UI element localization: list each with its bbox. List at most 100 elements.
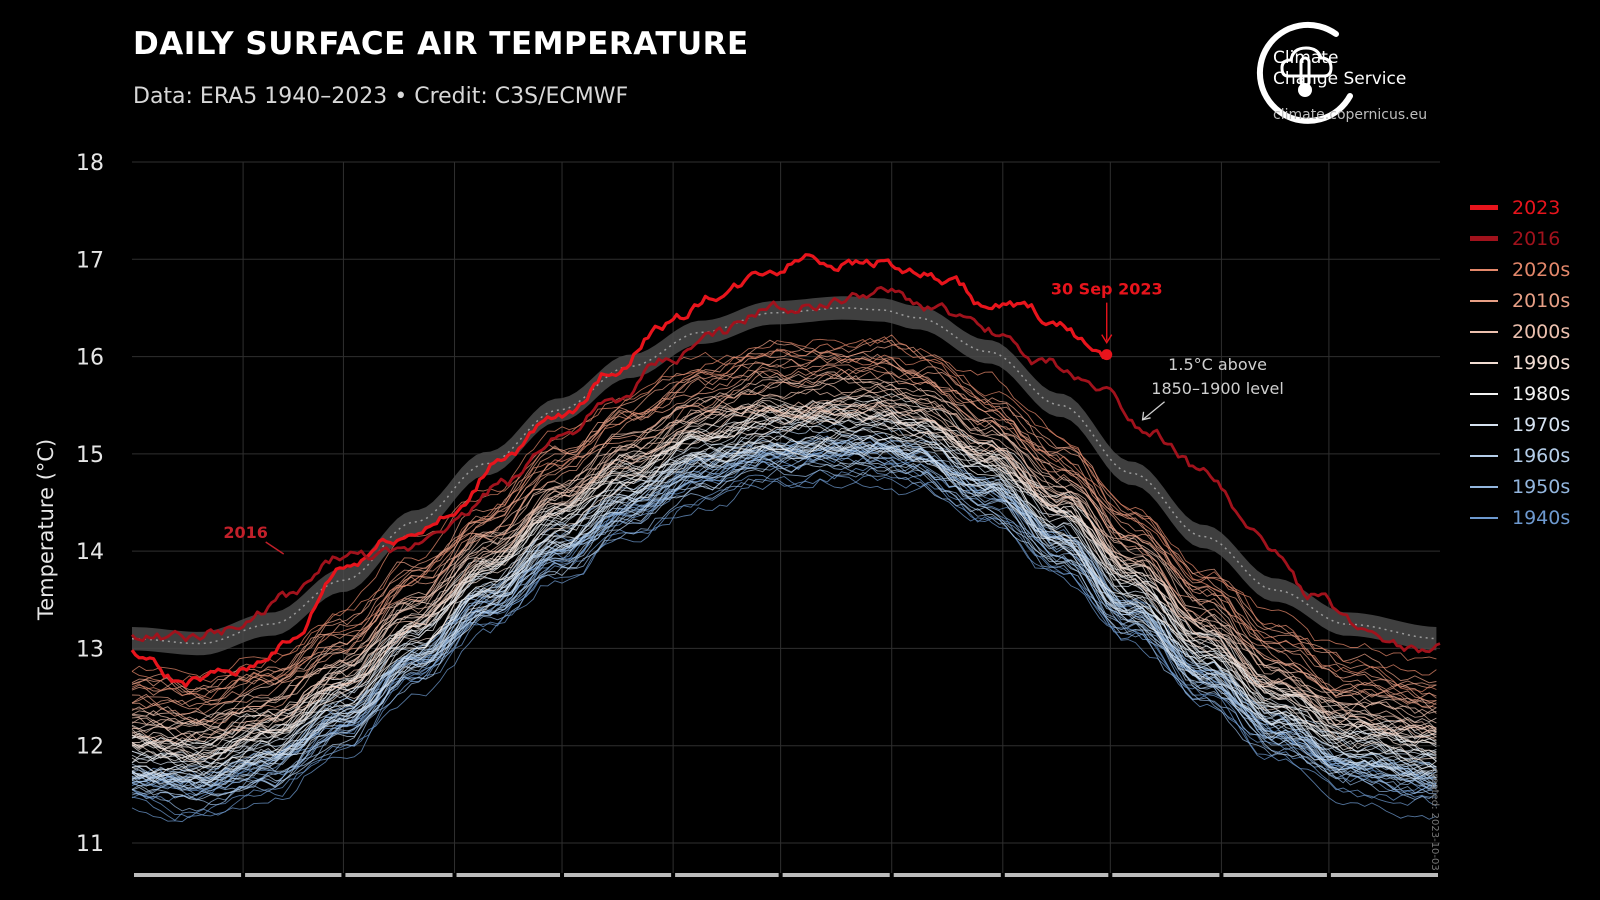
year-line-1990s — [131, 409, 1437, 760]
year-line-2010s — [131, 339, 1437, 691]
legend-item-2000s: 2000s — [1470, 316, 1570, 347]
legend-label: 1950s — [1512, 475, 1571, 498]
year-line-2010s — [131, 347, 1437, 694]
year-line-1990s — [131, 408, 1437, 760]
annotation-arrow — [265, 541, 285, 555]
page-title: DAILY SURFACE AIR TEMPERATURE — [133, 26, 749, 62]
legend-item-2010s: 2010s — [1470, 285, 1570, 316]
year-line-1950s — [131, 442, 1437, 783]
year-line-2000s — [131, 370, 1437, 725]
year-line-1960s — [131, 452, 1437, 799]
year-line-2010s — [131, 358, 1437, 705]
legend-label: 1960s — [1512, 444, 1571, 467]
y-tick-label: 15 — [76, 443, 104, 468]
year-line-2000s — [131, 403, 1437, 742]
year-line-1980s — [131, 431, 1437, 776]
brand-name-line2: Change Service — [1273, 69, 1407, 89]
legend-item-1940s: 1940s — [1470, 502, 1570, 533]
y-tick-label: 13 — [76, 637, 104, 662]
legend-label: 2020s — [1512, 258, 1571, 281]
year-line-1980s — [131, 406, 1437, 761]
legend-swatch — [1470, 516, 1498, 519]
y-tick-label: 16 — [76, 346, 104, 371]
year-line-1970s — [131, 446, 1437, 779]
legend-label: 2010s — [1512, 289, 1571, 312]
legend-label: 1980s — [1512, 382, 1571, 405]
year-line-1950s — [131, 468, 1437, 812]
annotation-30-sep-2023: 30 Sep 2023 — [1051, 280, 1163, 299]
year-line-2020s — [131, 334, 1437, 683]
chart-legend: 2023 2016 2020s 2010s 2000s 1990s 1980s 1970s 19… — [1470, 192, 1570, 533]
annotation-arrow — [1142, 401, 1165, 421]
year-line-1980s — [131, 412, 1437, 747]
y-tick-label: 11 — [76, 832, 104, 857]
legend-label: 2000s — [1512, 320, 1571, 343]
legend-label: 2016 — [1512, 227, 1561, 250]
year-line-1940s — [131, 474, 1437, 819]
year-line-1970s — [131, 414, 1437, 767]
legend-item-2020s: 2020s — [1470, 254, 1570, 285]
annotation-threshold-line1: 1.5°C above — [1168, 355, 1267, 374]
year-line-2000s — [131, 383, 1437, 734]
year-line-1990s — [131, 403, 1437, 743]
year-line-1980s — [131, 421, 1437, 772]
legend-swatch — [1470, 268, 1498, 271]
year-line-2010s — [131, 368, 1437, 724]
brand-name: Climate Change Service — [1273, 48, 1406, 90]
y-tick-label: 18 — [76, 151, 104, 176]
legend-swatch — [1470, 205, 1498, 210]
year-line-1960s — [131, 442, 1437, 788]
cloud-thermometer-logo-icon — [1256, 21, 1353, 124]
brand-name-line1: Climate — [1273, 48, 1339, 68]
threshold-line — [131, 307, 1437, 645]
year-line-1980s — [131, 423, 1437, 770]
page-subtitle: Data: ERA5 1940–2023 • Credit: C3S/ECMWF — [133, 84, 629, 109]
series-line-2016 — [130, 286, 1441, 654]
created-date: created: 2023-10-03 — [1429, 768, 1440, 871]
annotation-arrowhead — [1101, 334, 1113, 344]
legend-swatch — [1470, 485, 1498, 488]
year-line-2020s — [131, 336, 1437, 683]
year-line-2000s — [131, 390, 1437, 736]
year-line-1980s — [131, 408, 1437, 762]
year-line-1950s — [131, 452, 1437, 806]
year-line-2020s — [131, 349, 1437, 700]
brand-url[interactable]: climate.copernicus.eu — [1273, 107, 1428, 123]
legend-label: 1940s — [1512, 506, 1571, 529]
threshold-band — [132, 296, 1437, 656]
legend-label: 1990s — [1512, 351, 1571, 374]
legend-item-2023: 2023 — [1470, 192, 1570, 223]
legend-swatch — [1470, 392, 1498, 395]
legend-swatch — [1470, 330, 1498, 333]
year-line-1960s — [131, 423, 1437, 774]
year-line-2010s — [131, 365, 1437, 715]
year-line-1960s — [131, 445, 1437, 791]
year-line-1940s — [131, 465, 1437, 821]
annotation-arrowhead — [1141, 411, 1151, 421]
year-line-1950s — [131, 454, 1437, 795]
year-line-1980s — [131, 399, 1437, 752]
year-line-2010s — [131, 339, 1437, 695]
legend-swatch — [1470, 454, 1498, 457]
year-line-1970s — [131, 442, 1437, 784]
year-line-1960s — [131, 458, 1437, 801]
y-tick-label: 17 — [76, 248, 104, 273]
series-line-2023 — [130, 253, 1108, 688]
legend-item-2016: 2016 — [1470, 223, 1570, 254]
legend-item-1980s: 1980s — [1470, 378, 1570, 409]
legend-item-1950s: 1950s — [1470, 471, 1570, 502]
year-line-2010s — [131, 351, 1437, 702]
legend-swatch — [1470, 299, 1498, 302]
legend-swatch — [1470, 361, 1498, 364]
legend-swatch — [1470, 236, 1498, 241]
annotation-2016: 2016 — [223, 523, 268, 542]
legend-swatch — [1470, 423, 1498, 426]
year-line-1970s — [131, 435, 1437, 781]
year-line-1940s — [131, 452, 1437, 803]
year-line-2010s — [131, 356, 1437, 707]
legend-item-1990s: 1990s — [1470, 347, 1570, 378]
year-line-1960s — [131, 436, 1437, 788]
legend-label: 2023 — [1512, 196, 1561, 219]
year-line-2000s — [131, 400, 1437, 744]
